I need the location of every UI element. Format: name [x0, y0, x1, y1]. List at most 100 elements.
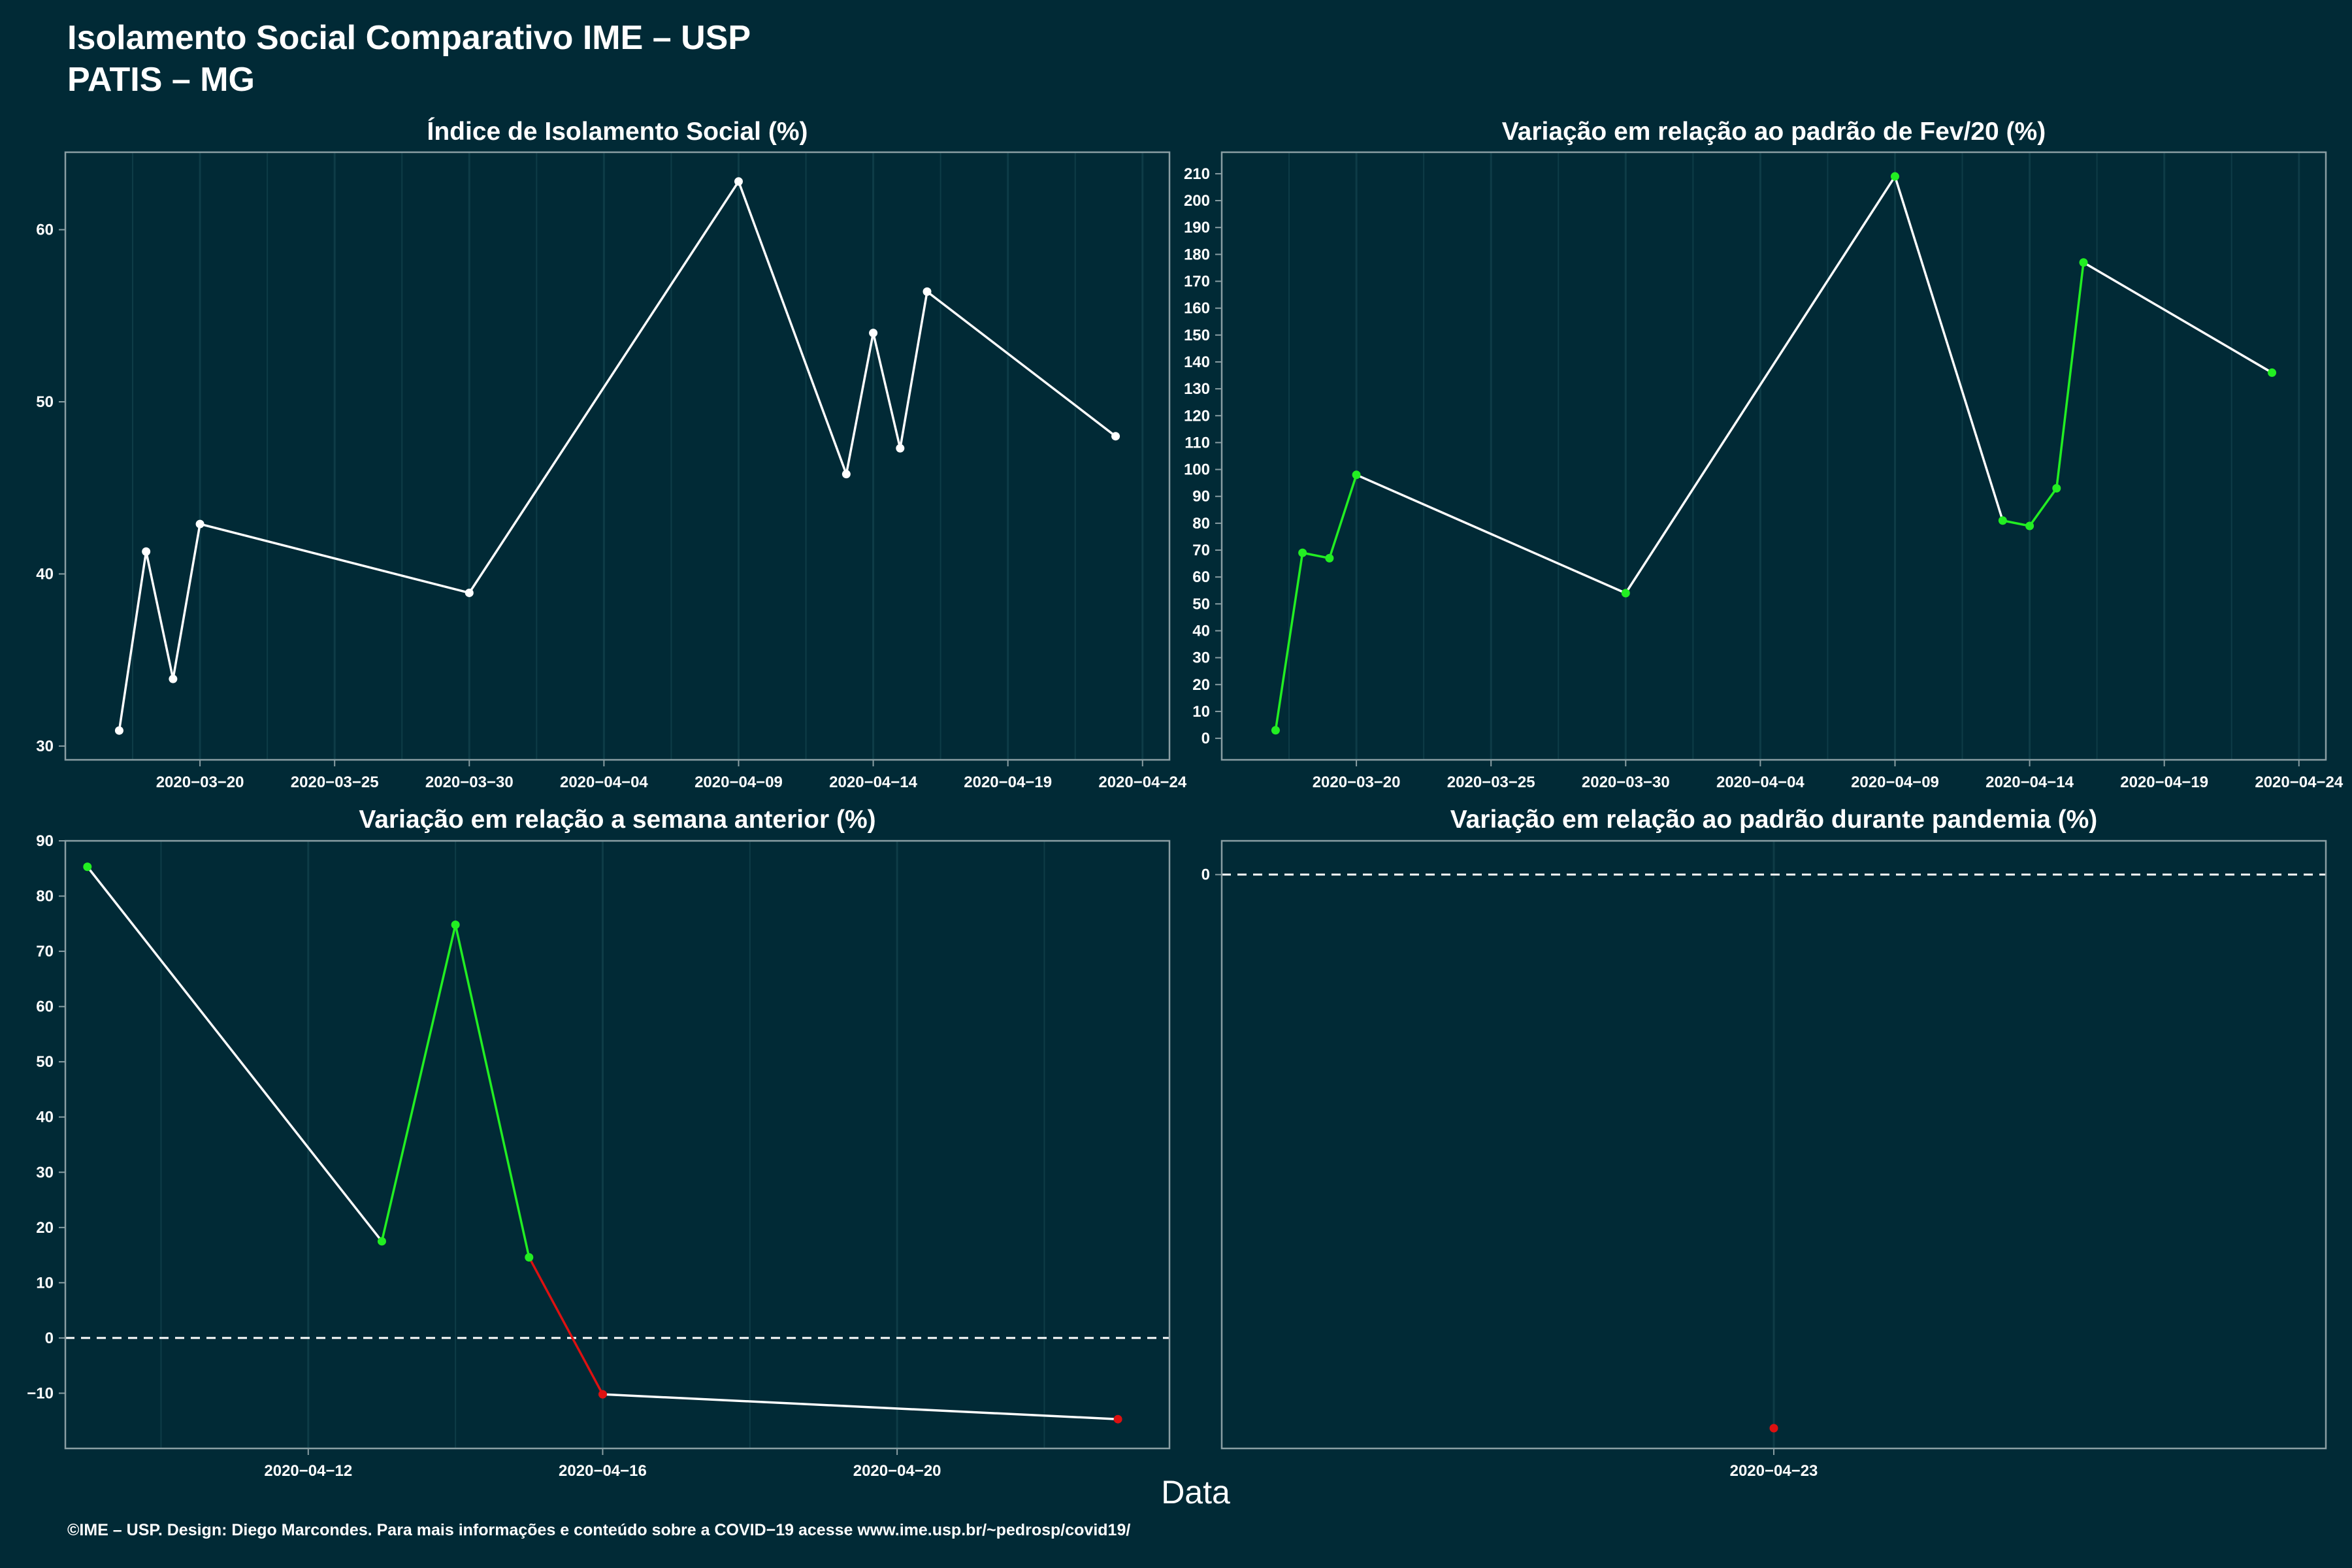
figure-subtitle: PATIS – MG [67, 61, 255, 99]
x-tick-label: 2020−04−09 [694, 774, 783, 791]
y-tick-label: 30 [36, 738, 54, 755]
y-tick-label: 100 [1184, 461, 1210, 479]
series-segment [2029, 487, 2058, 527]
x-tick-label: 2020−03−25 [1447, 774, 1535, 791]
x-tick-label: 2020−04−19 [2120, 774, 2208, 791]
y-tick-label: 70 [36, 943, 54, 960]
series-segment [1328, 474, 1358, 559]
data-point [2025, 521, 2034, 531]
series-segment [899, 291, 928, 449]
y-tick-label: 90 [1192, 488, 1210, 506]
data-point [734, 177, 743, 186]
y-tick-label: 190 [1184, 219, 1210, 237]
y-tick-label: 120 [1184, 407, 1210, 425]
y-tick-label: 30 [1192, 649, 1210, 667]
series-segment [1302, 551, 1330, 560]
y-tick-label: 200 [1184, 192, 1210, 210]
y-tick-label: 60 [36, 998, 54, 1016]
panel-isolation-index: 30 40 50 60 2020−03−20 2020−03−25 2020−03−30 20… [36, 151, 1187, 791]
panel-variation-pandemic-baseline: 0 2020−04−23 [1201, 840, 2327, 1480]
y-tick-label: 10 [1192, 703, 1210, 721]
series-segment [468, 180, 740, 594]
y-tick-label: 210 [1184, 165, 1210, 183]
y-tick-label: 0 [1201, 730, 1210, 747]
x-tick-label: 2020−04−09 [1851, 774, 1939, 791]
y-tick-label: 50 [1192, 595, 1210, 613]
x-tick-label: 2020−03−20 [1313, 774, 1401, 791]
series-segment [737, 181, 848, 475]
y-tick-label: 40 [36, 565, 54, 583]
data-point [142, 547, 151, 556]
x-tick-label: 2020−03−20 [156, 774, 244, 791]
y-tick-label: 70 [1192, 542, 1210, 559]
y-tick-label: 130 [1184, 380, 1210, 398]
series-segment [380, 924, 457, 1242]
series-segment [845, 333, 875, 474]
data-point [1352, 470, 1361, 480]
series-segment [454, 924, 531, 1258]
y-tick-label: 60 [1192, 568, 1210, 586]
y-tick-label: 140 [1184, 353, 1210, 371]
data-point [83, 862, 92, 872]
panel-4-title: Variação em relação ao padrão durante pa… [1450, 806, 2098, 834]
series-segment [172, 523, 201, 679]
y-tick-label: 40 [1192, 622, 1210, 640]
y-tick-label: 80 [1192, 515, 1210, 532]
data-point [1298, 548, 1307, 557]
x-tick-label: 2020−04−19 [964, 774, 1052, 791]
panel-2-title: Variação em relação ao padrão de Fev/20 … [1501, 118, 2046, 146]
data-point [525, 1252, 534, 1262]
data-point [896, 444, 905, 453]
series-segment [528, 1256, 604, 1395]
series-segment [602, 1393, 1119, 1420]
series-segment [872, 333, 902, 449]
figure-title: Isolamento Social Comparativo IME – USP [67, 19, 751, 57]
y-tick-label: 180 [1184, 246, 1210, 263]
y-tick-label: 160 [1184, 300, 1210, 318]
plot-frame [64, 151, 1171, 761]
y-tick-label: 30 [36, 1164, 54, 1181]
series-segment [1274, 552, 1304, 730]
series-segment [926, 291, 1117, 438]
y-tick-label: 50 [36, 393, 54, 411]
x-tick-label: 2020−03−30 [1582, 774, 1670, 791]
data-point [1890, 172, 1899, 181]
data-point [1998, 516, 2007, 525]
data-point [195, 519, 204, 529]
data-point [377, 1237, 386, 1246]
y-tick-label: 0 [45, 1330, 54, 1347]
x-tick-label: 2020−04−14 [829, 774, 917, 791]
x-tick-label: 2020−04−04 [560, 774, 648, 791]
x-tick-label: 2020−04−14 [1985, 774, 2074, 791]
series-segment [1624, 176, 1896, 594]
x-tick-label: 2020−04−12 [264, 1462, 352, 1480]
series-segment [2002, 519, 2030, 527]
y-tick-label: 20 [1192, 676, 1210, 694]
data-point [1111, 432, 1120, 441]
data-point [923, 287, 932, 296]
series-segment [2055, 262, 2085, 489]
x-tick-label: 2020−04−16 [559, 1462, 647, 1480]
data-point [841, 470, 851, 479]
data-point [1271, 726, 1280, 735]
y-tick-label: 90 [36, 832, 54, 850]
series-segment [144, 551, 174, 679]
data-point [598, 1390, 607, 1399]
x-tick-label: 2020−04−20 [853, 1462, 941, 1480]
panel-3-title: Variação em relação a semana anterior (%… [359, 806, 876, 834]
data-point [114, 726, 123, 735]
x-tick-label: 2020−04−24 [2255, 774, 2343, 791]
y-tick-label: 80 [36, 888, 54, 906]
plot-frame [1220, 151, 2327, 761]
data-point [869, 329, 878, 338]
data-point [1113, 1414, 1122, 1424]
series-segment [199, 523, 470, 595]
x-tick-label: 2020−03−30 [425, 774, 514, 791]
series-segment [1893, 176, 2004, 521]
data-point [465, 588, 474, 597]
y-tick-label: 0 [1201, 866, 1210, 884]
series-segment [2083, 261, 2273, 374]
y-tick-label: 170 [1184, 273, 1210, 291]
panel-1-title: Índice de Isolamento Social (%) [427, 118, 808, 146]
